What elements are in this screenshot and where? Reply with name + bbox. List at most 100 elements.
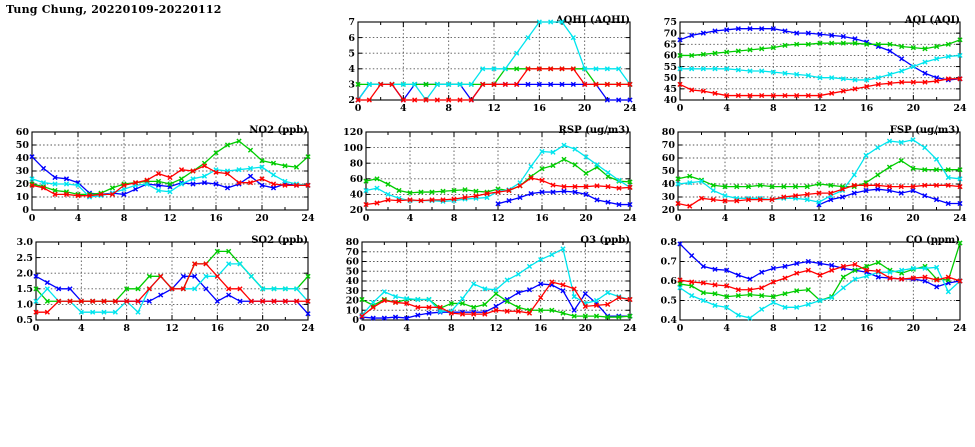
- svg-text:16: 16: [859, 213, 873, 224]
- svg-text:20: 20: [16, 179, 30, 190]
- series-so2-4: [33, 261, 311, 315]
- svg-text:0: 0: [677, 103, 684, 114]
- svg-text:0.5: 0.5: [16, 315, 33, 326]
- svg-text:10: 10: [16, 192, 30, 203]
- svg-text:50: 50: [346, 266, 360, 277]
- svg-text:40: 40: [662, 179, 676, 190]
- series-fsp-4: [675, 182, 963, 209]
- chart-panel-aqhi: AQHI (AQHI) 2 3 4 5 6 7 0 4 8 12 16 20 24: [336, 14, 640, 118]
- svg-text:16: 16: [211, 323, 225, 334]
- chart-title-o3: O3 (ppb): [580, 235, 630, 246]
- svg-text:70: 70: [662, 140, 676, 151]
- svg-text:5: 5: [348, 48, 355, 59]
- chart-panel-rsp: RSP (ug/m3) 20 40 60 80 100 120 0 4 8 12 16 20 24: [336, 124, 640, 228]
- svg-text:10: 10: [346, 305, 360, 316]
- page-title: Tung Chung, 20220109-20220112: [6, 3, 222, 16]
- chart-title-aqi: AQI (AQI): [904, 15, 960, 26]
- svg-text:16: 16: [533, 103, 547, 114]
- chart-panel-fsp: FSP (ug/m3) 20 30 40 50 60 70 80 0 4 8 12 16 20 24: [652, 124, 970, 228]
- svg-text:8: 8: [123, 323, 130, 334]
- svg-text:100: 100: [343, 143, 363, 154]
- svg-text:4: 4: [722, 213, 729, 224]
- svg-text:30: 30: [16, 166, 30, 177]
- chart-title-no2: NO2 (ppb): [249, 125, 308, 136]
- series-o3-4: [359, 279, 633, 319]
- series-no2-1: [29, 154, 311, 197]
- axis-ticks-rsp: 20 40 60 80 100 120 0 4 8 12 16 20 24: [343, 127, 637, 224]
- series-aqi-1: [677, 26, 963, 83]
- svg-text:0.6: 0.6: [660, 276, 677, 287]
- chart-panel-so2: SO2 (ppb) 0.5 1.0 1.5 2.0 2.5 3.0 0 4 8 12 16 20 24: [6, 234, 318, 338]
- svg-text:4: 4: [348, 64, 355, 75]
- svg-text:8: 8: [770, 103, 777, 114]
- svg-text:8: 8: [769, 213, 776, 224]
- svg-text:120: 120: [343, 127, 363, 138]
- svg-text:24: 24: [953, 323, 967, 334]
- svg-text:70: 70: [664, 28, 678, 39]
- svg-text:0: 0: [352, 315, 359, 326]
- axis-ticks-co: 0.4 0.5 0.6 0.7 0.8 0 4 8 12 16 20 24: [660, 237, 967, 334]
- svg-text:24: 24: [623, 103, 637, 114]
- svg-text:24: 24: [623, 213, 637, 224]
- series-rsp-4: [363, 175, 633, 208]
- svg-text:12: 12: [487, 103, 500, 114]
- svg-text:0: 0: [29, 213, 36, 224]
- svg-text:20: 20: [579, 213, 593, 224]
- series-fsp-2: [675, 158, 963, 190]
- svg-text:20: 20: [346, 296, 360, 307]
- svg-text:16: 16: [534, 323, 548, 334]
- svg-text:12: 12: [489, 323, 502, 334]
- svg-text:80: 80: [350, 158, 364, 169]
- svg-text:0.5: 0.5: [660, 296, 677, 307]
- svg-text:2.5: 2.5: [16, 253, 33, 264]
- svg-text:16: 16: [535, 213, 549, 224]
- svg-text:20: 20: [662, 205, 676, 216]
- svg-text:8: 8: [448, 323, 455, 334]
- svg-text:20: 20: [255, 213, 269, 224]
- axis-ticks-aqhi: 2 3 4 5 6 7 0 4 8 12 16 20 24: [348, 17, 637, 114]
- svg-text:24: 24: [301, 323, 315, 334]
- svg-text:12: 12: [163, 213, 176, 224]
- svg-text:4: 4: [75, 213, 82, 224]
- series-no2-4: [29, 163, 311, 199]
- svg-text:12: 12: [813, 103, 826, 114]
- svg-text:4: 4: [723, 103, 730, 114]
- svg-text:20: 20: [579, 323, 593, 334]
- svg-text:4: 4: [400, 103, 407, 114]
- svg-text:2.0: 2.0: [16, 268, 33, 279]
- svg-text:20: 20: [350, 205, 364, 216]
- svg-text:60: 60: [664, 51, 678, 62]
- chart-panel-no2: NO2 (ppb) 0 10 20 30 40 50 60 0 4 8 12 16 20 24: [6, 124, 318, 228]
- svg-text:6: 6: [348, 33, 355, 44]
- series-rsp-2: [363, 156, 633, 196]
- svg-text:50: 50: [662, 166, 676, 177]
- svg-text:24: 24: [623, 323, 637, 334]
- svg-text:60: 60: [16, 127, 30, 138]
- gridlines-o3: [362, 242, 630, 320]
- svg-text:16: 16: [860, 323, 874, 334]
- svg-text:0: 0: [363, 213, 370, 224]
- svg-text:20: 20: [907, 323, 921, 334]
- svg-text:20: 20: [578, 103, 592, 114]
- svg-text:4: 4: [78, 323, 85, 334]
- svg-text:24: 24: [953, 213, 967, 224]
- svg-text:12: 12: [491, 213, 504, 224]
- chart-panel-aqi: AQI (AQI) 40 45 50 55 60 65 70 75 0 4 8 12 16 20 24: [652, 14, 970, 118]
- svg-text:1.5: 1.5: [16, 284, 33, 295]
- svg-text:24: 24: [301, 213, 315, 224]
- svg-text:60: 60: [350, 174, 364, 185]
- series-aqi-4: [677, 76, 963, 99]
- svg-text:30: 30: [662, 192, 676, 203]
- gridlines-co: [680, 242, 960, 320]
- series-aqhi-3: [355, 19, 633, 103]
- svg-text:60: 60: [662, 153, 676, 164]
- svg-text:3: 3: [348, 80, 355, 91]
- svg-text:0.7: 0.7: [660, 257, 677, 268]
- svg-text:0.4: 0.4: [660, 315, 677, 326]
- svg-text:12: 12: [812, 213, 825, 224]
- series-rsp-1: [495, 188, 633, 208]
- svg-text:0.8: 0.8: [660, 237, 677, 248]
- chart-title-co: CO (ppm): [906, 235, 960, 246]
- svg-text:8: 8: [445, 103, 452, 114]
